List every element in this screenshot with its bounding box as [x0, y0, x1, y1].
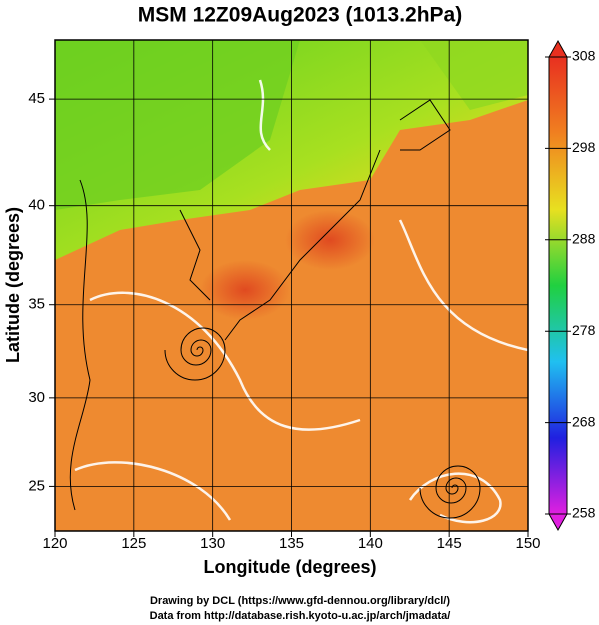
x-tick-label: 130: [200, 535, 225, 552]
x-tick-label: 150: [515, 535, 540, 552]
chart-title: MSM 12Z09Aug2023 (1013.2hPa): [138, 4, 462, 27]
y-tick-label: 25: [28, 477, 45, 494]
colorbar-tick-label: 268: [572, 413, 596, 429]
colorbar: [548, 56, 568, 515]
colorbar-extend: [548, 39, 568, 58]
x-axis-label: Longitude (degrees): [203, 557, 376, 577]
y-axis-label: Latitude (degrees): [3, 207, 23, 363]
y-tick-label: 40: [28, 197, 45, 214]
colorbar-tick-label: 298: [572, 139, 596, 155]
colorbar-extend: [548, 513, 568, 532]
colorbar-tick-label: 258: [572, 505, 596, 521]
x-tick-label: 135: [279, 535, 304, 552]
footer-line: Data from http://database.rish.kyoto-u.a…: [150, 610, 451, 622]
y-tick-label: 30: [28, 389, 45, 406]
x-tick-label: 120: [42, 535, 67, 552]
x-tick-label: 125: [121, 535, 146, 552]
colorbar-tick-label: 288: [572, 231, 596, 247]
x-tick-label: 140: [358, 535, 383, 552]
footer-line: Drawing by DCL (https://www.gfd-dennou.o…: [150, 595, 450, 607]
colorbar-tick-label: 308: [572, 48, 596, 64]
colorbar-tick-label: 278: [572, 322, 596, 338]
y-tick-label: 45: [28, 90, 45, 107]
y-tick-label: 35: [28, 296, 45, 313]
x-tick-label: 145: [437, 535, 462, 552]
